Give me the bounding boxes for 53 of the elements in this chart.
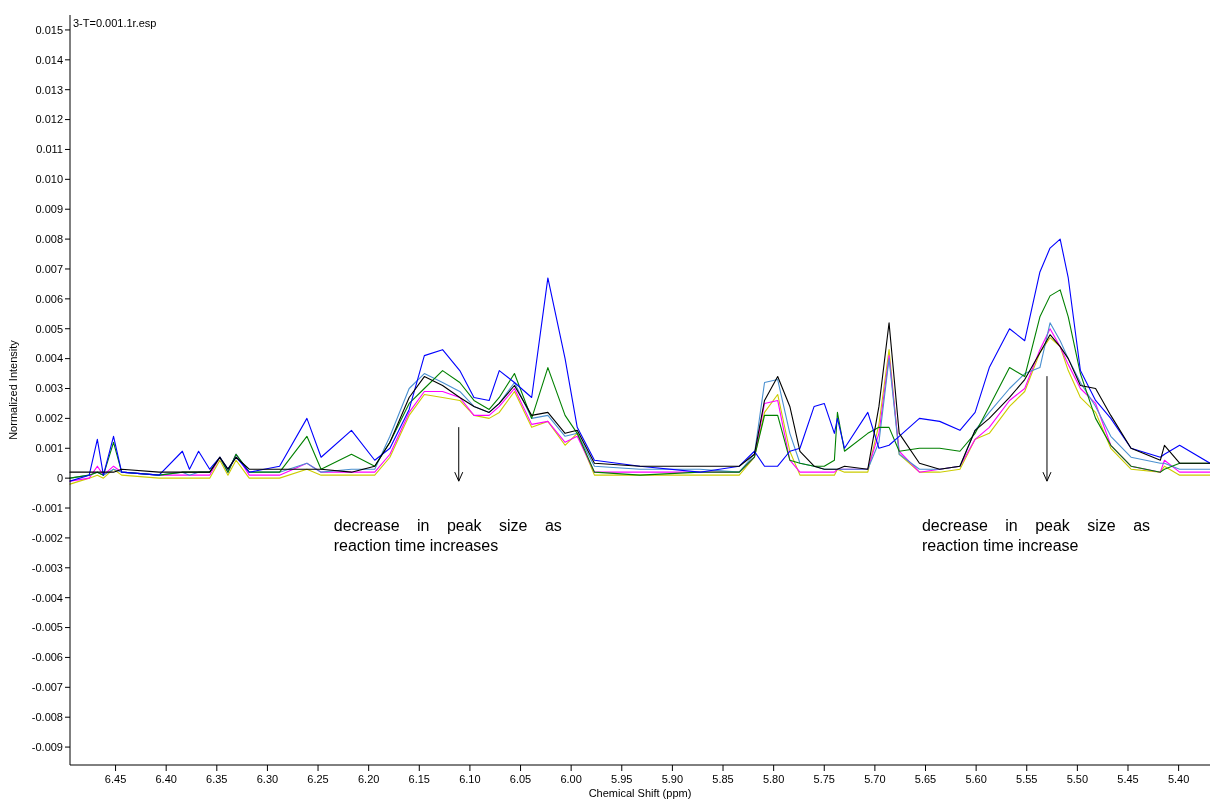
y-tick-label: -0.008	[31, 711, 63, 724]
y-tick-label: -0.003	[31, 561, 63, 574]
y-tick-label: 0.005	[35, 322, 63, 335]
y-tick-label: -0.002	[31, 531, 63, 544]
x-tick-label: 6.05	[509, 773, 532, 785]
x-axis-title: Chemical Shift (ppm)	[588, 787, 692, 799]
y-tick-label: 0.015	[35, 23, 63, 36]
x-tick-label: 5.65	[914, 773, 937, 785]
chart-title: 3-T=0.001.1r.esp	[73, 17, 157, 29]
y-tick-label: 0.001	[35, 442, 63, 455]
x-tick-label: 6.10	[459, 773, 481, 785]
x-tick-label: 5.85	[712, 773, 734, 785]
x-tick-label: 5.55	[1016, 773, 1038, 785]
x-tick-label: 6.25	[307, 773, 329, 785]
y-tick-label: 0.011	[36, 143, 63, 156]
y-tick-label: 0.010	[35, 173, 63, 186]
x-tick-label: 5.40	[1167, 773, 1190, 785]
x-tick-label: 6.35	[206, 773, 228, 785]
y-tick-label: 0.013	[35, 83, 63, 96]
y-tick-label: 0.004	[35, 352, 63, 365]
x-tick-label: 5.95	[611, 773, 633, 785]
x-tick-label: 6.00	[560, 773, 582, 785]
y-tick-label: 0.014	[35, 53, 63, 66]
y-tick-label: 0.012	[35, 113, 63, 126]
x-tick-label: 5.50	[1066, 773, 1089, 785]
y-tick-label: 0	[56, 472, 63, 484]
y-tick-label: -0.006	[31, 651, 63, 664]
x-tick-label: 6.15	[408, 773, 430, 785]
annotation: decrease in peak size as reaction time increase	[921, 517, 1151, 555]
x-tick-label: 6.40	[155, 773, 177, 785]
x-tick-label: 5.75	[813, 773, 835, 785]
line-series	[69, 238, 1210, 482]
x-tick-label: 5.80	[762, 773, 785, 785]
x-tick-label: 5.90	[661, 773, 684, 785]
x-tick-label: 6.30	[256, 773, 279, 785]
x-tick-label: 5.45	[1117, 773, 1139, 785]
x-tick-label: 5.60	[965, 773, 987, 785]
x-tick-label: 6.20	[357, 773, 380, 785]
y-tick-label: -0.009	[31, 740, 63, 753]
y-tick-label: 0.006	[35, 292, 63, 305]
y-tick-label: -0.004	[31, 591, 63, 604]
y-tick-label: 0.008	[35, 232, 63, 245]
x-tick-label: 6.45	[104, 773, 127, 785]
y-tick-label: -0.001	[31, 501, 63, 514]
y-tick-label: 0.007	[35, 262, 63, 275]
annotation: decrease in peak size as reaction time increases	[333, 517, 562, 555]
y-tick-label: 0.003	[35, 382, 63, 395]
y-axis-title: Normalized Intensity	[7, 339, 19, 440]
x-tick-label: 5.70	[864, 773, 886, 785]
y-tick-label: -0.007	[31, 681, 63, 694]
y-tick-label: -0.005	[31, 621, 63, 634]
y-tick-label: 0.002	[35, 412, 63, 425]
y-tick-label: 0.009	[35, 203, 63, 216]
